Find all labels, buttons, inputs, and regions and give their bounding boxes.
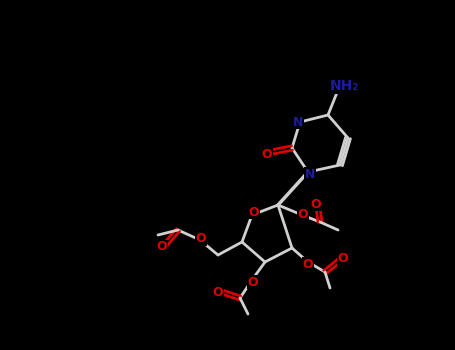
Text: O: O bbox=[196, 232, 206, 245]
Text: NH₂: NH₂ bbox=[329, 79, 359, 93]
Text: O: O bbox=[157, 240, 167, 253]
Text: O: O bbox=[303, 258, 313, 271]
Text: O: O bbox=[248, 275, 258, 288]
Text: O: O bbox=[298, 208, 308, 220]
Text: O: O bbox=[338, 252, 349, 266]
Text: O: O bbox=[311, 197, 321, 210]
Text: N: N bbox=[293, 116, 303, 128]
Text: O: O bbox=[212, 286, 223, 299]
Text: O: O bbox=[262, 147, 272, 161]
Text: N: N bbox=[305, 168, 315, 181]
Text: O: O bbox=[249, 205, 259, 218]
